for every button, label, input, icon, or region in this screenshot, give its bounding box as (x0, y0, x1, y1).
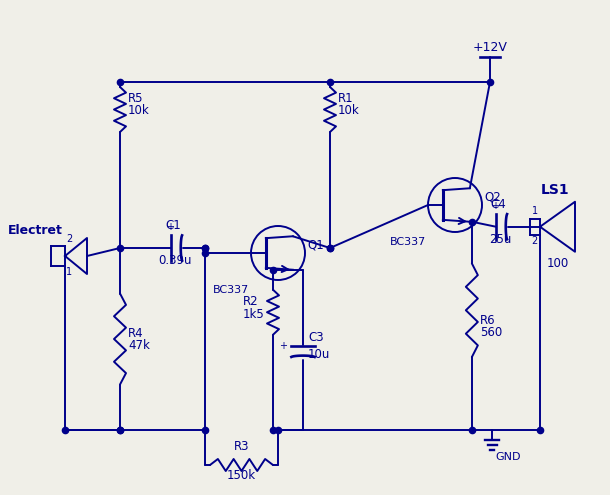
Text: R5: R5 (128, 92, 143, 105)
Text: 47k: 47k (128, 339, 150, 352)
Text: 0.39u: 0.39u (158, 254, 192, 267)
Text: Electret: Electret (8, 224, 63, 237)
Text: R3: R3 (234, 440, 249, 453)
Text: 10k: 10k (338, 104, 360, 117)
Text: C4: C4 (490, 198, 506, 211)
Text: 2: 2 (66, 234, 72, 244)
Text: LS1: LS1 (540, 183, 569, 197)
Text: 10u: 10u (308, 348, 331, 361)
Text: 10k: 10k (128, 104, 149, 117)
Text: +: + (279, 341, 287, 351)
Text: R6: R6 (480, 314, 495, 327)
Text: 100: 100 (547, 257, 569, 270)
Text: C1: C1 (165, 219, 181, 232)
Text: C3: C3 (308, 331, 324, 345)
Text: 1: 1 (66, 267, 72, 277)
Text: GND: GND (495, 452, 520, 462)
Text: 1k5: 1k5 (243, 308, 265, 321)
Text: R4: R4 (128, 327, 143, 340)
Text: 25u: 25u (489, 233, 511, 246)
Text: Q2: Q2 (484, 191, 501, 203)
Text: Q1: Q1 (307, 239, 324, 251)
Text: 560: 560 (480, 326, 502, 339)
Text: R1: R1 (338, 92, 354, 105)
Text: BC337: BC337 (390, 237, 426, 247)
Text: 2: 2 (532, 236, 538, 246)
Text: BC337: BC337 (213, 285, 249, 295)
Text: R2: R2 (243, 295, 259, 308)
Text: +12V: +12V (473, 41, 508, 54)
Text: +: + (491, 201, 499, 211)
Text: 150k: 150k (227, 469, 256, 482)
Text: +: + (166, 222, 174, 232)
Text: 1: 1 (532, 206, 538, 216)
